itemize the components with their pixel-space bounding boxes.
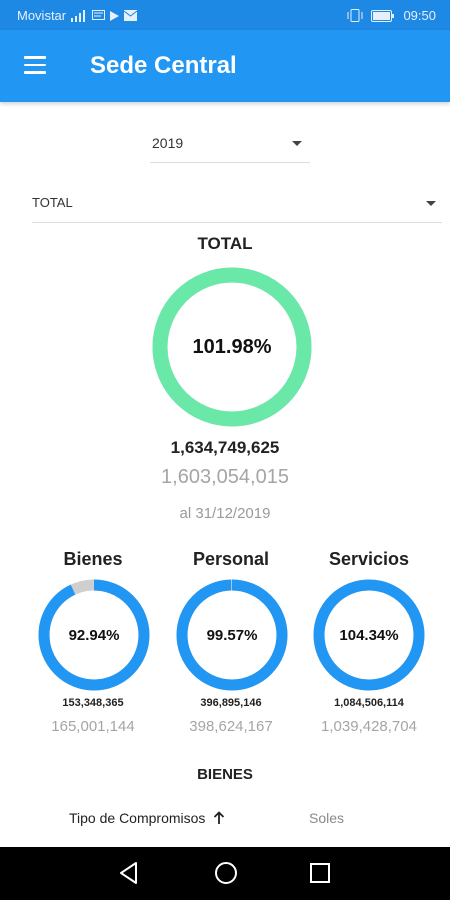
category-title-bienes: Bienes (63, 549, 123, 569)
personal-donut-arc (176, 579, 288, 691)
play-icon (110, 10, 120, 21)
total-date-note: al 31/12/2019 (179, 505, 271, 522)
clock: 09:50 (403, 8, 436, 23)
servicios-donut-chart: 104.34% (312, 578, 426, 692)
column-header-soles[interactable]: Soles (309, 810, 345, 826)
total-donut-chart: 101.98% (150, 265, 314, 429)
recents-icon[interactable] (309, 862, 331, 884)
column-header-tipo-label: Tipo de Compromisos (69, 810, 206, 826)
page-title: Sede Central (90, 52, 237, 79)
category-dropdown[interactable]: TOTAL (32, 187, 442, 223)
year-dropdown[interactable]: 2019 (150, 128, 310, 163)
section-heading: BIENES (197, 766, 253, 783)
messages-icon (92, 9, 106, 20)
signal-icon (71, 9, 86, 22)
servicios-donut-arc (313, 579, 425, 691)
personal-amount-primary: 396,895,146 (200, 697, 262, 709)
hamburger-icon[interactable] (24, 56, 46, 74)
vibrate-icon (347, 9, 363, 22)
category-title-servicios: Servicios (328, 549, 410, 569)
category-dropdown-value: TOTAL (32, 195, 73, 210)
servicios-amount-primary: 1,084,506,114 (334, 697, 404, 709)
carrier-label: Movistar (17, 8, 67, 23)
battery-icon (371, 9, 395, 22)
servicios-percent: 104.34% (339, 626, 399, 644)
navigation-bar (0, 847, 450, 900)
personal-amount-secondary: 398,624,167 (189, 718, 273, 735)
mail-icon (124, 10, 138, 21)
chevron-down-icon (292, 141, 302, 146)
bienes-donut-arc (38, 579, 150, 691)
bienes-donut-chart: 92.94% (37, 578, 151, 692)
total-amount-secondary: 1,603,054,015 (161, 466, 289, 488)
bienes-amount-secondary: 165,001,144 (51, 718, 135, 735)
year-dropdown-value: 2019 (152, 135, 184, 151)
personal-donut-chart: 99.57% (175, 578, 289, 692)
total-donut-arc (152, 267, 312, 427)
total-percent: 101.98% (192, 335, 272, 358)
category-title-personal: Personal (192, 549, 270, 569)
personal-percent: 99.57% (206, 626, 258, 644)
total-heading: TOTAL (197, 234, 253, 253)
bienes-percent: 92.94% (68, 626, 120, 644)
app-bar: Sede Central (0, 30, 450, 102)
home-icon[interactable] (213, 860, 239, 886)
total-amount-primary: 1,634,749,625 (170, 438, 280, 457)
column-header-tipo[interactable]: Tipo de Compromisos (69, 810, 225, 826)
status-bar: Movistar 09:50 (0, 0, 450, 30)
servicios-amount-secondary: 1,039,428,704 (321, 718, 417, 735)
back-icon[interactable] (117, 860, 141, 886)
arrow-up-icon (214, 811, 225, 824)
chevron-down-icon (426, 201, 436, 206)
bienes-amount-primary: 153,348,365 (62, 697, 124, 709)
